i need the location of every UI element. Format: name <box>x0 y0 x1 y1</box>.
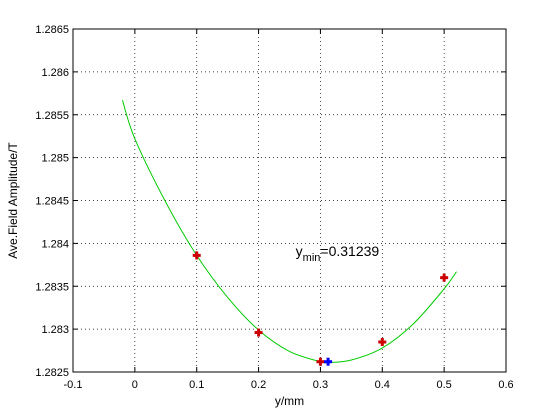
ticks <box>72 28 507 373</box>
x-axis-label: y/mm <box>275 394 304 408</box>
y-tick-label: 1.2855 <box>35 110 69 122</box>
series-layer <box>122 100 457 364</box>
data-point-marker <box>440 273 449 282</box>
x-tick-label: 0.1 <box>189 379 204 391</box>
x-tick-label: 0.5 <box>436 379 451 391</box>
x-tick-label: 0.3 <box>313 379 328 391</box>
y-tick-label: 1.283 <box>41 324 69 336</box>
y-tick-label: 1.2865 <box>35 24 69 36</box>
markers-layer <box>192 251 449 366</box>
y-tick-label: 1.284 <box>41 238 69 250</box>
y-axis-label: Ave.Field Amplitude/T <box>6 142 20 259</box>
y-tick-label: 1.285 <box>41 153 69 165</box>
fit-curve <box>122 100 457 364</box>
annotation-ymin: ymin=0.31239 <box>296 243 380 264</box>
annotation-value: =0.31239 <box>320 243 379 259</box>
x-tick-label: -0.1 <box>64 379 83 391</box>
x-tick-label: 0.6 <box>498 379 513 391</box>
grid <box>73 29 506 372</box>
x-tick-label: 0.4 <box>375 379 390 391</box>
x-tick-label: 0 <box>132 379 138 391</box>
y-tick-label: 1.2835 <box>35 281 69 293</box>
y-tick-label: 1.286 <box>41 67 69 79</box>
y-tick-label: 1.2845 <box>35 196 69 208</box>
minimum-point-marker <box>324 357 333 366</box>
data-point-marker <box>316 357 325 366</box>
y-tick-labels: 1.2825 1.283 1.2835 1.284 1.2845 1.285 1.2855 1… <box>35 24 69 379</box>
x-tick-labels: -0.1 0 0.1 0.2 0.3 0.4 0.5 0.6 <box>64 379 514 391</box>
x-tick-label: 0.2 <box>251 379 266 391</box>
annotation-base: y <box>296 243 303 259</box>
y-tick-label: 1.2825 <box>35 367 69 379</box>
data-point-marker <box>378 337 387 346</box>
data-point-marker <box>192 251 201 260</box>
annotation-subscript: min <box>303 252 321 264</box>
data-point-marker <box>254 328 263 337</box>
